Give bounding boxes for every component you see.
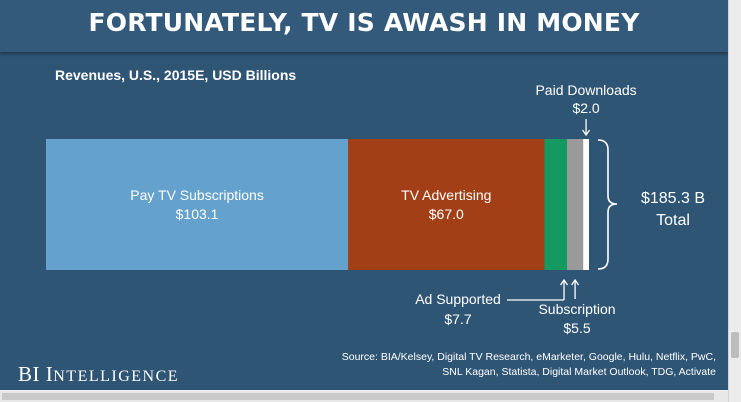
title-bar: FORTUNATELY, TV IS AWASH IN MONEY — [0, 0, 728, 52]
value-paid-downloads: $2.0 — [572, 100, 599, 116]
source-note: Source: BIA/Kelsey, Digital TV Research,… — [316, 350, 716, 380]
vertical-scrollbar-thumb[interactable] — [731, 332, 739, 358]
label-ad-supported: Ad Supported — [415, 291, 501, 307]
page-title: FORTUNATELY, TV IS AWASH IN MONEY — [88, 8, 640, 37]
horizontal-scrollbar-thumb[interactable] — [2, 393, 714, 400]
source-line-1: Source: BIA/Kelsey, Digital TV Research,… — [341, 351, 716, 363]
bar-paid-downloads — [583, 139, 589, 270]
bar-subscription — [567, 139, 584, 270]
vertical-scrollbar[interactable] — [728, 0, 741, 402]
bi-intelligence-logo: BI INTELLIGENCE — [18, 362, 180, 386]
bar-label-pay-tv-subscriptions: Pay TV Subscriptions — [130, 187, 264, 203]
total-value: $185.3 B — [641, 190, 705, 207]
bar-group — [46, 139, 589, 270]
source-line-2: SNL Kagan, Statista, Digital Market Outl… — [442, 366, 716, 378]
total-bracket — [597, 139, 618, 270]
total-annotation: $185.3 B Total — [597, 139, 705, 270]
value-ad-supported: $7.7 — [444, 311, 471, 327]
bar-tv-advertising — [348, 139, 545, 270]
arrow-head-subscription — [571, 278, 580, 286]
arrow-head-paid-downloads — [582, 129, 591, 137]
slide: FORTUNATELY, TV IS AWASH IN MONEY Revenu… — [0, 0, 728, 390]
small-segment-annotations: Paid Downloads $2.0 Ad Supported $7.7 Subscr… — [415, 82, 636, 336]
arrow-head-ad-supported — [559, 278, 569, 286]
bar-inner-labels: Pay TV Subscriptions $103.1 TV Advertising… — [130, 187, 491, 222]
bar-value-tv-advertising: $67.0 — [429, 206, 464, 222]
stacked-bar-chart: Pay TV Subscriptions $103.1 TV Advertising… — [46, 82, 705, 336]
bar-value-pay-tv-subscriptions: $103.1 — [176, 206, 219, 222]
value-subscription: $5.5 — [563, 320, 590, 336]
label-subscription: Subscription — [538, 301, 615, 317]
bar-pay-tv-subscriptions — [46, 139, 349, 270]
bar-ad-supported — [544, 139, 568, 270]
label-paid-downloads: Paid Downloads — [535, 82, 636, 98]
chart-subtitle: Revenues, U.S., 2015E, USD Billions — [55, 67, 297, 83]
bar-label-tv-advertising: TV Advertising — [401, 187, 491, 203]
total-caption: Total — [656, 212, 690, 229]
horizontal-scrollbar[interactable] — [0, 391, 728, 402]
